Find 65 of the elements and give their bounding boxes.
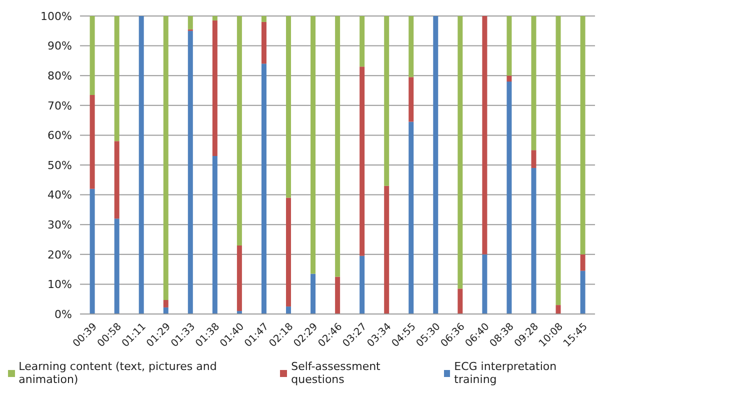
y-tick-label: 40% bbox=[48, 188, 72, 202]
bar bbox=[188, 30, 193, 314]
bar bbox=[506, 76, 512, 82]
bar bbox=[335, 16, 340, 277]
bar bbox=[531, 168, 536, 314]
bar bbox=[163, 16, 168, 300]
bar bbox=[261, 64, 266, 314]
bar bbox=[482, 16, 488, 254]
bar bbox=[114, 16, 120, 142]
bar bbox=[580, 270, 586, 314]
y-tick-label: 30% bbox=[48, 218, 72, 232]
bar bbox=[458, 288, 463, 314]
y-tick-label: 0% bbox=[54, 308, 72, 321]
y-tick-label: 80% bbox=[48, 70, 72, 83]
bar bbox=[458, 16, 463, 289]
bar bbox=[556, 16, 561, 306]
bar bbox=[360, 256, 365, 314]
bar bbox=[580, 254, 586, 271]
bar bbox=[163, 307, 168, 314]
bar bbox=[384, 16, 390, 186]
bar bbox=[433, 16, 438, 314]
legend-label: Self-assessment questions bbox=[290, 360, 382, 386]
y-tick-label: 100% bbox=[40, 10, 72, 23]
bar bbox=[335, 276, 340, 314]
bar bbox=[286, 306, 291, 314]
bar bbox=[556, 305, 561, 314]
bar bbox=[90, 188, 95, 314]
bar bbox=[90, 94, 95, 189]
bar bbox=[531, 150, 536, 168]
y-tick-label: 70% bbox=[48, 99, 72, 112]
y-tick-label: 10% bbox=[48, 278, 72, 292]
bar bbox=[236, 16, 242, 246]
bar bbox=[286, 198, 291, 307]
bar bbox=[506, 82, 512, 314]
bar bbox=[261, 16, 266, 22]
y-tick-label: 50% bbox=[48, 158, 72, 172]
bar bbox=[360, 66, 365, 256]
bar bbox=[408, 77, 414, 122]
y-tick-label: 90% bbox=[48, 40, 72, 53]
bar bbox=[408, 122, 414, 314]
legend-label: Learning content (text, pictures and animation) bbox=[18, 360, 218, 386]
bar bbox=[580, 16, 586, 254]
bar bbox=[138, 16, 144, 314]
bar bbox=[360, 16, 365, 67]
bar bbox=[482, 254, 488, 314]
legend-label: ECG interpretation training bbox=[453, 360, 558, 386]
bar bbox=[310, 274, 316, 314]
bar bbox=[163, 300, 168, 308]
bar bbox=[261, 22, 266, 64]
bar bbox=[310, 16, 316, 274]
bar bbox=[114, 218, 120, 314]
bar bbox=[188, 16, 193, 30]
y-tick-label: 60% bbox=[48, 129, 72, 142]
bar bbox=[384, 186, 390, 314]
bar bbox=[114, 141, 120, 219]
bar bbox=[212, 20, 218, 156]
bar bbox=[531, 16, 536, 150]
bar bbox=[90, 16, 95, 95]
bar bbox=[408, 16, 414, 78]
bar bbox=[286, 16, 291, 198]
bar bbox=[236, 245, 242, 312]
bar bbox=[506, 16, 512, 76]
y-tick-label: 20% bbox=[48, 248, 72, 262]
bar bbox=[212, 156, 218, 314]
bar bbox=[212, 16, 218, 20]
